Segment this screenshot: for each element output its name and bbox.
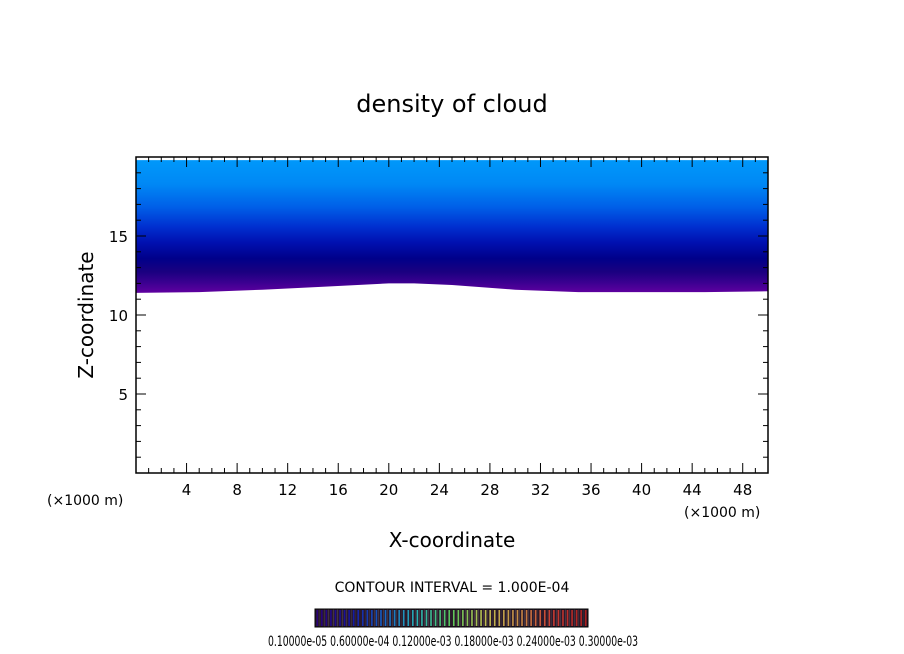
y-axis-ticks: 5 10 15 bbox=[109, 172, 768, 458]
x-tick-label: 24 bbox=[430, 481, 449, 499]
x-tick-label: 12 bbox=[278, 481, 297, 499]
x-axis-ticks: 4 8 12 16 20 24 28 32 36 40 44 48 bbox=[148, 157, 756, 499]
y-tick-label: 5 bbox=[118, 386, 128, 404]
x-tick-label: 8 bbox=[232, 481, 242, 499]
x-tick-label: 28 bbox=[480, 481, 499, 499]
chart-title: density of cloud bbox=[356, 90, 547, 118]
colorbar-frame bbox=[314, 608, 589, 628]
x-tick-label: 40 bbox=[632, 481, 651, 499]
x-tick-label: 36 bbox=[581, 481, 600, 499]
y-tick-label: 10 bbox=[109, 307, 128, 325]
y-tick-label: 15 bbox=[109, 228, 128, 246]
colorbar-labels: 0.10000e-05 0.60000e-04 0.12000e-03 0.18… bbox=[268, 634, 638, 650]
y-axis-label: Z-coordinate bbox=[74, 251, 98, 378]
x-tick-label: 16 bbox=[329, 481, 348, 499]
x-tick-label: 4 bbox=[182, 481, 192, 499]
x-axis-unit: (×1000 m) bbox=[684, 505, 760, 521]
x-tick-label: 44 bbox=[683, 481, 702, 499]
contour-interval-label: CONTOUR INTERVAL = 1.000E-04 bbox=[335, 580, 570, 596]
x-tick-label: 48 bbox=[733, 481, 752, 499]
x-axis-label: X-coordinate bbox=[389, 528, 516, 552]
y-axis-unit: (×1000 m) bbox=[47, 493, 123, 509]
cloud-density-field bbox=[136, 160, 768, 293]
x-tick-label: 20 bbox=[379, 481, 398, 499]
colorbar bbox=[315, 609, 588, 627]
x-tick-label: 32 bbox=[531, 481, 550, 499]
